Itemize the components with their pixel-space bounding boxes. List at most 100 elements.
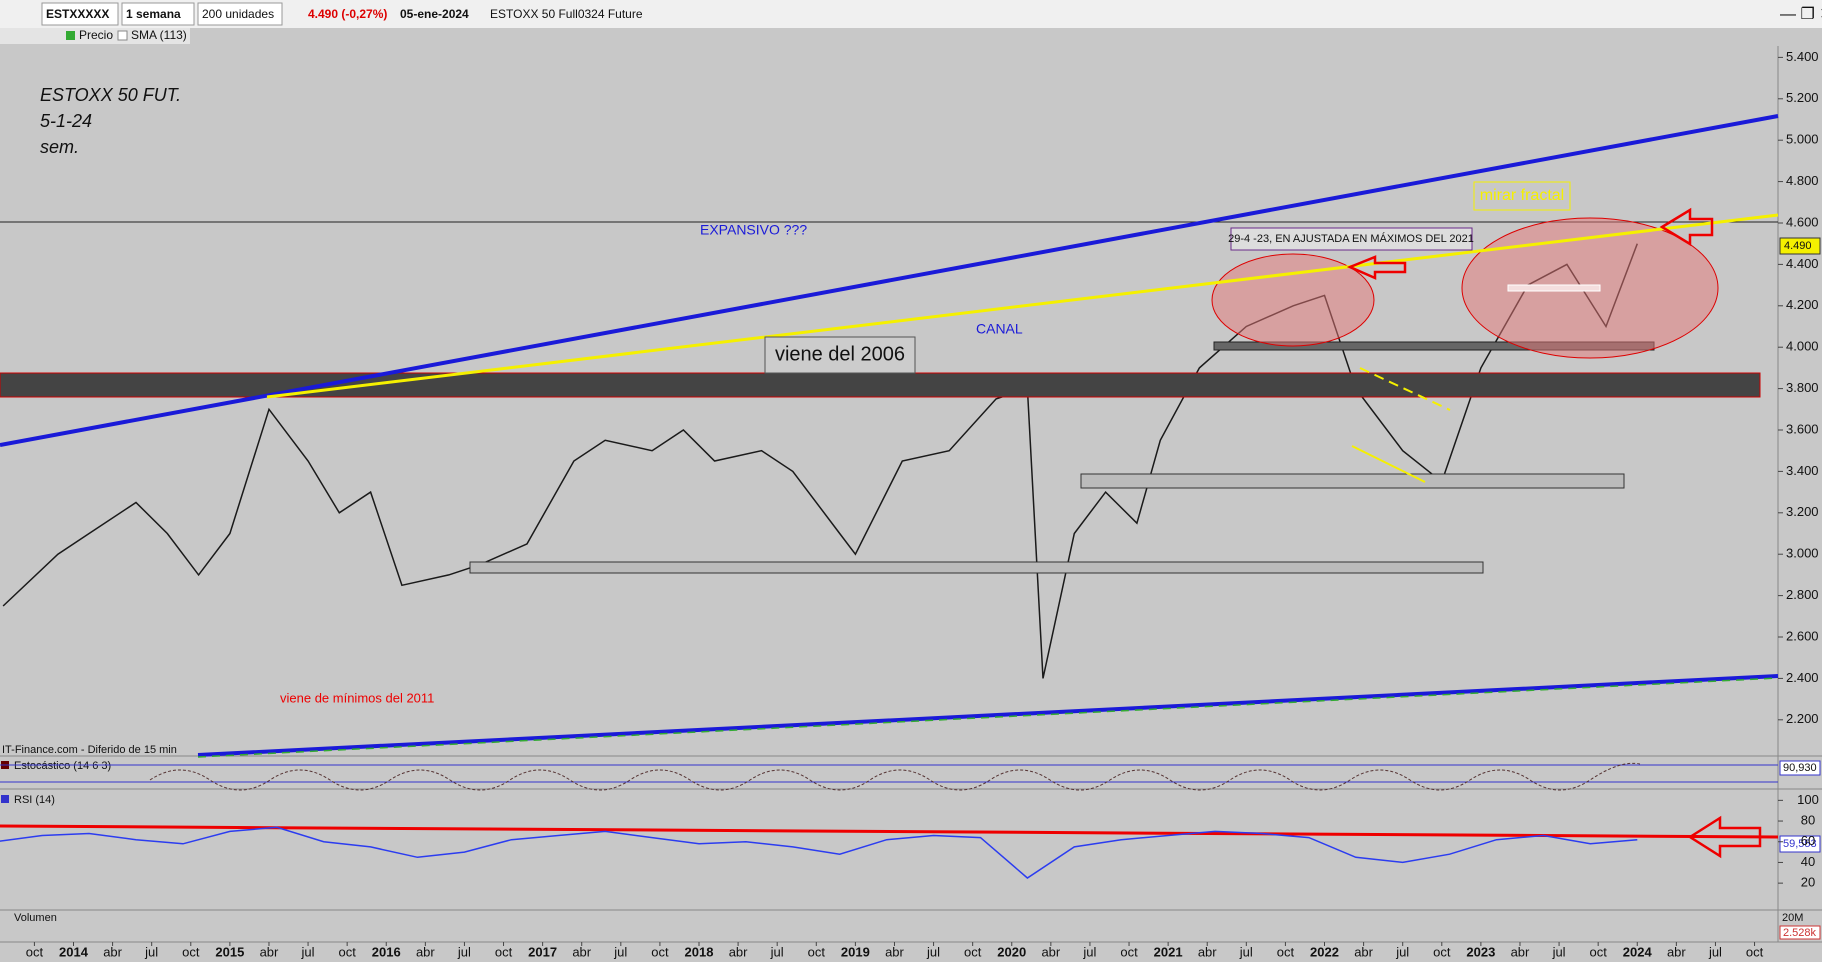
annotation-origin: viene del 2006 xyxy=(775,343,905,365)
resistance-zone xyxy=(0,372,1761,398)
y-tick-label: 4.600 xyxy=(1786,214,1819,229)
x-tick-label: abr xyxy=(1511,944,1530,959)
annotation-lows: viene de mínimos del 2011 xyxy=(280,690,434,705)
x-tick-label: jul xyxy=(1395,944,1409,959)
stoch-value: 90,930 xyxy=(1783,762,1817,774)
y-tick-label: 3.600 xyxy=(1786,421,1819,436)
rsi-tick-label: 40 xyxy=(1801,854,1815,869)
x-tick-label: abr xyxy=(1041,944,1060,959)
x-tick-label: oct xyxy=(651,944,669,959)
x-tick-label: abr xyxy=(885,944,904,959)
annotation-note: 29-4 -23, EN AJUSTADA EN MÁXIMOS DEL 202… xyxy=(1228,232,1474,245)
x-tick-label: 2020 xyxy=(997,944,1026,959)
y-tick-label: 5.400 xyxy=(1786,49,1819,64)
price-swatch xyxy=(66,31,75,40)
arrow xyxy=(1346,255,1407,280)
rsi-title: RSI (14) xyxy=(14,794,55,806)
y-tick-label: 3.400 xyxy=(1786,463,1819,478)
y-tick-label: 4.800 xyxy=(1786,173,1819,188)
rsi-tick-label: 80 xyxy=(1801,812,1815,827)
rsi-tick-label: 60 xyxy=(1801,833,1815,848)
rsi-swatch xyxy=(1,795,9,803)
y-tick-label: 2.800 xyxy=(1786,587,1819,602)
x-tick-label: oct xyxy=(1120,944,1138,959)
y-tick-label: 5.000 xyxy=(1786,132,1819,147)
rsi-tick-label: 100 xyxy=(1797,792,1819,807)
annotation-date: 5-1-24 xyxy=(40,111,92,131)
x-tick-label: jul xyxy=(457,944,471,959)
rsi-tick-label: 20 xyxy=(1801,875,1815,890)
fractal-line xyxy=(1351,445,1426,483)
last-price: 4.490 xyxy=(1784,240,1812,252)
price-line xyxy=(2,243,1639,679)
volume-value: 2.528k xyxy=(1783,927,1817,939)
x-tick-label: abr xyxy=(572,944,591,959)
rsi-label-box xyxy=(1779,835,1821,853)
arrow xyxy=(1659,207,1714,247)
annotation-title: ESTOXX 50 FUT. xyxy=(40,85,181,105)
x-tick-label: 2019 xyxy=(841,944,870,959)
legend-price[interactable]: Precio xyxy=(79,28,113,42)
instrument: ESTOXX 50 Full0324 Future xyxy=(490,7,643,21)
y-tick-label: 3.800 xyxy=(1786,380,1819,395)
x-tick-label: abr xyxy=(1198,944,1217,959)
fractal-line xyxy=(1359,367,1451,411)
annotation-box xyxy=(1230,227,1473,251)
x-tick-label: abr xyxy=(729,944,748,959)
stoch-title: Estocástico (14 6 3) xyxy=(14,760,111,772)
y-tick-label: 2.600 xyxy=(1786,628,1819,643)
stoch-label-box xyxy=(1779,760,1821,776)
legend-bar xyxy=(0,28,190,44)
sma-swatch xyxy=(117,30,128,41)
x-tick-label: oct xyxy=(1277,944,1295,959)
last-price-box xyxy=(1779,237,1821,255)
x-tick-label: abr xyxy=(260,944,279,959)
channel-line-dash xyxy=(197,677,1779,758)
x-tick-label: jul xyxy=(926,944,940,959)
fractal-box xyxy=(1507,284,1601,292)
x-tick-label: jul xyxy=(144,944,158,959)
volume-tick: 20M xyxy=(1782,912,1803,924)
legend-sma[interactable]: SMA (113) xyxy=(131,28,187,42)
window-controls[interactable]: — ❐ ✕ xyxy=(1780,6,1822,23)
units[interactable]: 200 unidades xyxy=(202,7,274,21)
annotation-frame: sem. xyxy=(40,137,79,157)
symbol-box[interactable] xyxy=(41,2,119,26)
x-tick-label: 2018 xyxy=(685,944,714,959)
annotation-fractal: mirar fractal xyxy=(1480,187,1564,204)
x-tick-label: oct xyxy=(495,944,513,959)
x-tick-label: oct xyxy=(1433,944,1451,959)
rsi-line xyxy=(0,826,1638,879)
x-tick-label: 2017 xyxy=(528,944,557,959)
y-tick-label: 3.000 xyxy=(1786,546,1819,561)
period[interactable]: 1 semana xyxy=(126,7,181,21)
x-tick-label: oct xyxy=(808,944,826,959)
x-tick-label: oct xyxy=(26,944,44,959)
stoch-line xyxy=(149,762,1641,791)
y-tick-label: 5.200 xyxy=(1786,90,1819,105)
x-tick-label: jul xyxy=(770,944,784,959)
quote: 4.490 (-0,27%) xyxy=(308,7,387,21)
rsi-trend xyxy=(0,824,1779,839)
x-tick-label: 2016 xyxy=(372,944,401,959)
x-tick-label: abr xyxy=(1667,944,1686,959)
channel-line xyxy=(0,114,1779,447)
x-tick-label: jul xyxy=(301,944,315,959)
x-tick-label: jul xyxy=(1708,944,1722,959)
x-tick-label: jul xyxy=(1552,944,1566,959)
symbol[interactable]: ESTXXXXX xyxy=(46,7,109,21)
x-tick-label: oct xyxy=(182,944,200,959)
units-box[interactable] xyxy=(197,2,283,26)
x-tick-label: oct xyxy=(964,944,982,959)
x-tick-label: oct xyxy=(1746,944,1764,959)
annotation-expansive: EXPANSIVO ??? xyxy=(700,222,807,238)
x-tick-label: 2023 xyxy=(1466,944,1495,959)
support-zone xyxy=(469,561,1484,574)
y-tick-label: 2.200 xyxy=(1786,711,1819,726)
annotation-box xyxy=(1473,181,1571,211)
x-tick-label: 2022 xyxy=(1310,944,1339,959)
y-tick-label: 3.200 xyxy=(1786,504,1819,519)
period-box[interactable] xyxy=(121,2,195,26)
rsi-value: 59,553 xyxy=(1783,838,1817,850)
